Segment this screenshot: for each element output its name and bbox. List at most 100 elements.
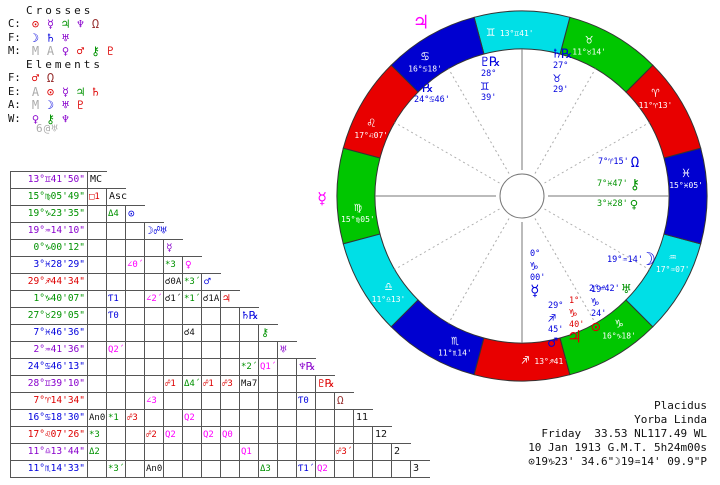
neptune-icon: ♆ — [76, 17, 85, 32]
uranus-degree-text: 2°♒42' — [589, 284, 620, 294]
grid-aspect-cell: Δ4´ — [182, 375, 202, 393]
grid-empty-cell — [315, 392, 335, 410]
zodiac-house-wheel: ♍15°♍05'♎11°♎13'♏11°♏14' ♐ 13°♐41'♑16°♑18'… — [336, 10, 708, 382]
planet-label-mercury: 0° ♑ 00' ☿ — [530, 249, 545, 299]
grid-empty-cell — [353, 443, 373, 461]
grid-aspect-cell: *1´ — [182, 290, 202, 308]
grid-empty-cell — [315, 443, 335, 461]
house-12-cusp-degree: 17°♌07' — [354, 131, 388, 140]
grid-empty-cell — [87, 256, 107, 274]
elements-key: E: — [8, 85, 21, 98]
grid-empty-cell — [258, 426, 278, 444]
grid-diagonal-label: 3 — [410, 460, 430, 478]
grid-empty-cell — [125, 290, 145, 308]
saturn-glyph: ♄℞ — [553, 47, 573, 62]
crosses-title: Crosses — [26, 4, 94, 17]
grid-aspect-cell: Ƭ1 — [106, 290, 126, 308]
grid-empty-cell — [258, 375, 278, 393]
saturn-icon: ♄ — [46, 30, 55, 45]
grid-aspect-cell: Δ2 — [87, 443, 107, 461]
saturn-degree-text: 29' — [553, 85, 569, 95]
grid-empty-cell — [106, 443, 126, 461]
grid-empty-cell — [87, 358, 107, 376]
jupiter-glyph: ♃ — [569, 327, 580, 348]
grid-diagonal-planet-glyph: Ω — [334, 392, 354, 410]
grid-empty-cell — [296, 443, 316, 461]
grid-empty-cell — [353, 460, 373, 478]
saturn-glyph: ♉ — [553, 71, 561, 86]
crosses-key: M: — [8, 45, 21, 58]
house-2-sign-icon: ♎ — [385, 280, 393, 295]
grid-aspect-cell: Q2 — [163, 426, 183, 444]
grid-empty-cell — [125, 460, 145, 478]
grid-position-cell: 24°♋46'13" — [10, 358, 88, 376]
pluto-icon: ♇ — [76, 98, 85, 113]
grid-diagonal-label: 11 — [353, 409, 373, 427]
grid-empty-cell — [106, 256, 126, 274]
grid-empty-cell — [144, 307, 164, 325]
grid-empty-cell — [182, 358, 202, 376]
grid-empty-cell — [334, 409, 354, 427]
asc-letter: A — [31, 84, 40, 99]
grid-aspect-cell: Ƭ0 — [296, 392, 316, 410]
grid-empty-cell — [87, 290, 107, 308]
uranus-icon: ♅ — [51, 122, 58, 135]
grid-empty-cell — [144, 256, 164, 274]
grid-empty-cell — [125, 392, 145, 410]
house-system-label: Placidus — [654, 399, 707, 412]
grid-aspect-cell: ☌4 — [182, 324, 202, 342]
grid-empty-cell — [125, 426, 145, 444]
grid-empty-cell — [106, 392, 126, 410]
grid-empty-cell — [125, 307, 145, 325]
planet-label-venus: 3°♓28' ♀ — [597, 191, 638, 213]
grid-empty-cell — [220, 324, 240, 342]
grid-empty-cell — [201, 324, 221, 342]
house-3-cusp-degree: 11°♏14' — [438, 349, 472, 358]
place-label: Yorba Linda — [634, 413, 707, 426]
grid-empty-cell — [258, 443, 278, 461]
grid-empty-cell — [201, 307, 221, 325]
grid-aspect-cell: Ƭ0 — [106, 307, 126, 325]
grid-aspect-cell: ☌1´ — [163, 290, 183, 308]
north-node-glyph: Ω — [630, 155, 640, 171]
grid-empty-cell — [201, 443, 221, 461]
mars-degree-text: 29° — [548, 301, 564, 311]
north-node-icon: Ω — [46, 71, 55, 86]
planet-label-moon: 19°♒14' ☽ — [607, 247, 656, 270]
planet-label-mars: 29° ♐ 45' ♂ — [548, 301, 564, 351]
planet-label-saturn: ♄℞ 27° ♉ 29' — [553, 48, 572, 96]
grid-empty-cell — [182, 392, 202, 410]
house-8-sign-icon: ♈ — [652, 86, 660, 101]
grid-empty-cell — [87, 460, 107, 478]
venus-degree-text: 3°♓28' — [597, 199, 628, 209]
sun-icon: ⊙ — [46, 84, 55, 99]
venus-glyph: ♀ — [629, 197, 639, 213]
grid-empty-cell — [144, 341, 164, 359]
grid-aspect-cell: ☌0A — [163, 273, 183, 291]
planet-label-chiron: 7°♓47' ⚷ — [597, 171, 640, 193]
planet-label-uranus: 2°♒42' ♅ — [589, 276, 631, 298]
grid-empty-cell — [163, 324, 183, 342]
house-8-cusp-degree: 11°♈13' — [639, 101, 673, 110]
house-1-sector — [336, 147, 381, 245]
grid-diagonal-planet-glyph: ♆℞ — [296, 358, 316, 376]
grid-aspect-cell: ☍1 — [163, 375, 183, 393]
grid-empty-cell — [277, 426, 297, 444]
moon-icon: ☽ — [46, 98, 55, 113]
sun-glyph: ⊙ — [591, 317, 601, 336]
grid-aspect-cell: Q2 — [315, 460, 335, 478]
crosses-row: F: ☽ ♄ ♅ — [8, 31, 118, 45]
planet-label-jupiter: 1° ♑ 40' ♃ — [569, 296, 584, 348]
grid-empty-cell — [277, 375, 297, 393]
grid-position-cell: 11°♏14'33" — [10, 460, 88, 478]
grid-empty-cell — [182, 307, 202, 325]
house-11-sign-icon: ♋ — [421, 50, 429, 65]
grid-diagonal-planet-glyph: ⚷ — [258, 324, 278, 342]
grid-empty-cell — [277, 358, 297, 376]
crosses-key: F: — [8, 31, 21, 44]
north-node-degree-text: 7°♈15' — [598, 157, 629, 167]
chiron-icon: ⚷ — [46, 111, 55, 126]
mars-icon: ♂ — [76, 44, 85, 59]
grid-empty-cell — [106, 239, 126, 257]
